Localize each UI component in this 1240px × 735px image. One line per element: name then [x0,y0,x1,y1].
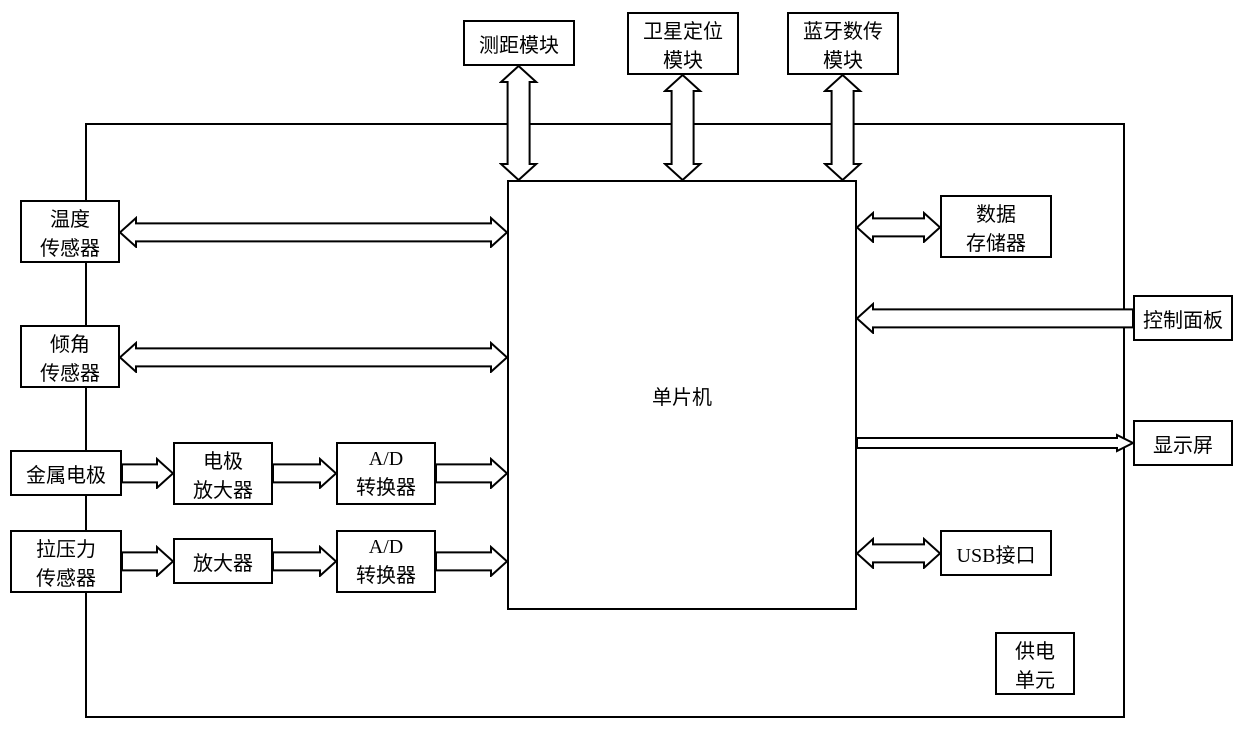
block-arrow [839,211,958,244]
block-arrow [663,57,702,198]
block-arrow [823,57,862,198]
storage-label: 数据 存储器 [966,198,1026,256]
mcu-block: 单片机 [507,180,857,610]
block-arrow [418,545,525,578]
temperature-label: 温度 传感器 [40,203,100,261]
adc1-label: A/D 转换器 [356,448,416,500]
block-arrow [255,457,354,490]
block-arrow [255,545,354,578]
angle-label: 倾角 传感器 [40,328,100,386]
block-arrow [499,48,538,198]
block-arrow [102,341,525,374]
pressure-label: 拉压力 传感器 [36,533,96,591]
block-arrow [104,545,191,578]
psu-label: 供电 单元 [1015,635,1055,693]
adc2-label: A/D 转换器 [356,536,416,588]
block-arrow [839,433,1151,453]
block-arrow [418,457,525,490]
display-label: 显示屏 [1153,429,1213,458]
ctrl-label: 控制面板 [1143,304,1223,333]
block-arrow [104,457,191,490]
power-supply-unit: 供电 单元 [995,632,1075,695]
block-arrow [839,537,958,570]
usb-label: USB接口 [957,539,1036,568]
electrode-label: 金属电极 [26,459,106,488]
mcu-label: 单片机 [652,381,712,410]
amp-label: 放大器 [193,547,253,576]
block-arrow [102,216,525,249]
block-arrow [839,302,1151,335]
electrode-amp-label: 电极 放大器 [193,445,253,503]
